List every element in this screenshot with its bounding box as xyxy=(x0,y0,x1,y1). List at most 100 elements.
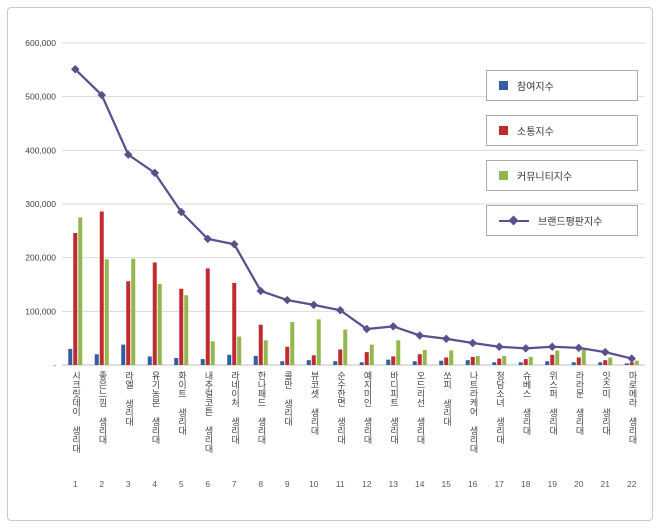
category-cell: 시크릿데이 생리대 xyxy=(62,371,89,473)
diamond-marker-icon xyxy=(389,322,398,331)
category-rank-number: 6 xyxy=(205,479,211,489)
category-label: 마로메라 생리대 xyxy=(627,371,638,444)
diamond-marker-icon xyxy=(415,331,424,340)
bar-소통지수 xyxy=(444,357,449,365)
bar-커뮤니티지수 xyxy=(104,259,109,365)
category-rank-number: 11 xyxy=(335,479,345,489)
category-rank-number: 7 xyxy=(231,479,237,489)
category-rank-number: 21 xyxy=(600,479,610,489)
bar-커뮤니티지수 xyxy=(555,350,560,365)
category-label: 한나패드 생리대 xyxy=(256,371,267,444)
bar-참여지수 xyxy=(386,359,391,365)
legend-item-brand-reputation-index: 브랜드평판지수 xyxy=(486,205,638,236)
y-tick-label: 500,000 xyxy=(25,92,56,102)
category-labels-row: 시크릿데이 생리대 좋은느낌 생리대 라엘 생리대 유기농본 생리대 화이트 생리대 내추… xyxy=(62,371,645,473)
category-cell: 슈베스 생리대 xyxy=(513,371,540,473)
category-label: 청담소녀 생리대 xyxy=(494,371,505,444)
legend-label: 브랜드평판지수 xyxy=(538,217,603,228)
category-rank-number: 5 xyxy=(178,479,184,489)
category-label: 나트라케어 생리대 xyxy=(468,371,479,453)
diamond-marker-icon xyxy=(521,344,530,353)
category-label: 유기농본 생리대 xyxy=(150,371,161,444)
category-label: 위스퍼 생리대 xyxy=(547,371,558,435)
bar-소통지수 xyxy=(470,356,475,365)
category-cell: 뷰코셋 생리대 xyxy=(301,371,328,473)
category-label: 라엘 생리대 xyxy=(123,371,134,426)
bar-참여지수 xyxy=(439,360,444,365)
bar-소통지수 xyxy=(497,358,502,365)
bar-참여지수 xyxy=(624,363,629,365)
bar-참여지수 xyxy=(200,359,205,365)
bar-소통지수 xyxy=(232,282,237,365)
bar-소통지수 xyxy=(152,262,157,365)
diamond-marker-icon xyxy=(508,215,519,226)
bar-커뮤니티지수 xyxy=(237,336,242,365)
category-cell: 콜만 생리대 xyxy=(274,371,301,473)
diamond-marker-icon xyxy=(124,150,133,159)
category-rank-number: 8 xyxy=(258,479,264,489)
category-rank-number: 12 xyxy=(362,479,372,489)
bar-소통지수 xyxy=(550,354,555,365)
bar-소통지수 xyxy=(285,346,290,365)
category-cell: 화이트 생리대 xyxy=(168,371,195,473)
bar-참여지수 xyxy=(121,344,126,365)
category-label: 콜만 생리대 xyxy=(282,371,293,426)
bar-커뮤니티지수 xyxy=(608,357,613,365)
category-label: 내추럴코튼 생리대 xyxy=(203,371,214,453)
legend-square-swatch xyxy=(499,126,508,135)
bar-소통지수 xyxy=(603,360,608,365)
category-label: 잇츠미 생리대 xyxy=(600,371,611,435)
bar-커뮤니티지수 xyxy=(78,217,83,365)
category-rank-number: 10 xyxy=(309,479,319,489)
bar-참여지수 xyxy=(465,360,470,365)
bar-커뮤니티지수 xyxy=(634,360,639,365)
bar-참여지수 xyxy=(333,361,338,365)
bar-커뮤니티지수 xyxy=(422,349,427,365)
diamond-marker-icon xyxy=(442,334,451,343)
category-cell: 순수한면 생리대 xyxy=(327,371,354,473)
bar-소통지수 xyxy=(205,268,210,365)
diamond-marker-icon xyxy=(230,240,239,249)
bar-소통지수 xyxy=(364,352,369,365)
category-rank-number: 2 xyxy=(99,479,105,489)
diamond-marker-icon xyxy=(574,343,583,353)
bar-소통지수 xyxy=(576,357,581,365)
legend-label: 소통지수 xyxy=(517,127,554,138)
bar-참여지수 xyxy=(227,354,232,365)
category-cell: 쏘피 생리대 xyxy=(433,371,460,473)
bar-참여지수 xyxy=(253,355,258,365)
legend-square-swatch xyxy=(499,81,508,90)
bar-참여지수 xyxy=(280,361,285,365)
category-label: 라네이처 생리대 xyxy=(229,371,240,444)
diamond-marker-icon xyxy=(150,168,159,178)
category-rank-number: 9 xyxy=(284,479,290,489)
bar-참여지수 xyxy=(598,362,603,365)
category-label: 바디피트 생리대 xyxy=(388,371,399,444)
y-tick-label: 600,000 xyxy=(25,38,56,48)
category-label: 예지미인 생리대 xyxy=(362,371,373,444)
bar-커뮤니티지수 xyxy=(502,355,507,365)
category-rank-number: 22 xyxy=(627,479,637,489)
category-label: 라라문 생리대 xyxy=(574,371,585,435)
bar-소통지수 xyxy=(126,281,131,365)
y-tick-label: 100,000 xyxy=(25,306,56,316)
diamond-marker-icon xyxy=(309,300,318,310)
category-rank-number: 4 xyxy=(152,479,158,489)
category-label: 순수한면 생리대 xyxy=(335,371,346,444)
diamond-marker-icon xyxy=(601,347,610,357)
legend-label: 커뮤니티지수 xyxy=(517,172,573,183)
bar-커뮤니티지수 xyxy=(369,344,374,365)
category-rank-number: 14 xyxy=(415,479,425,489)
category-cell: 바디피트 생리대 xyxy=(380,371,407,473)
category-cell: 라라문 생리대 xyxy=(566,371,593,473)
category-cell: 잇츠미 생리대 xyxy=(592,371,619,473)
bar-커뮤니티지수 xyxy=(528,356,533,365)
bar-참여지수 xyxy=(412,361,417,365)
category-cell: 나트라케어 생리대 xyxy=(460,371,487,473)
bar-소통지수 xyxy=(258,324,263,365)
bar-커뮤니티지수 xyxy=(290,322,295,365)
diamond-marker-icon xyxy=(283,295,292,305)
bar-참여지수 xyxy=(492,362,497,365)
category-cell: 한나패드 생리대 xyxy=(248,371,275,473)
category-rank-number: 18 xyxy=(521,479,531,489)
